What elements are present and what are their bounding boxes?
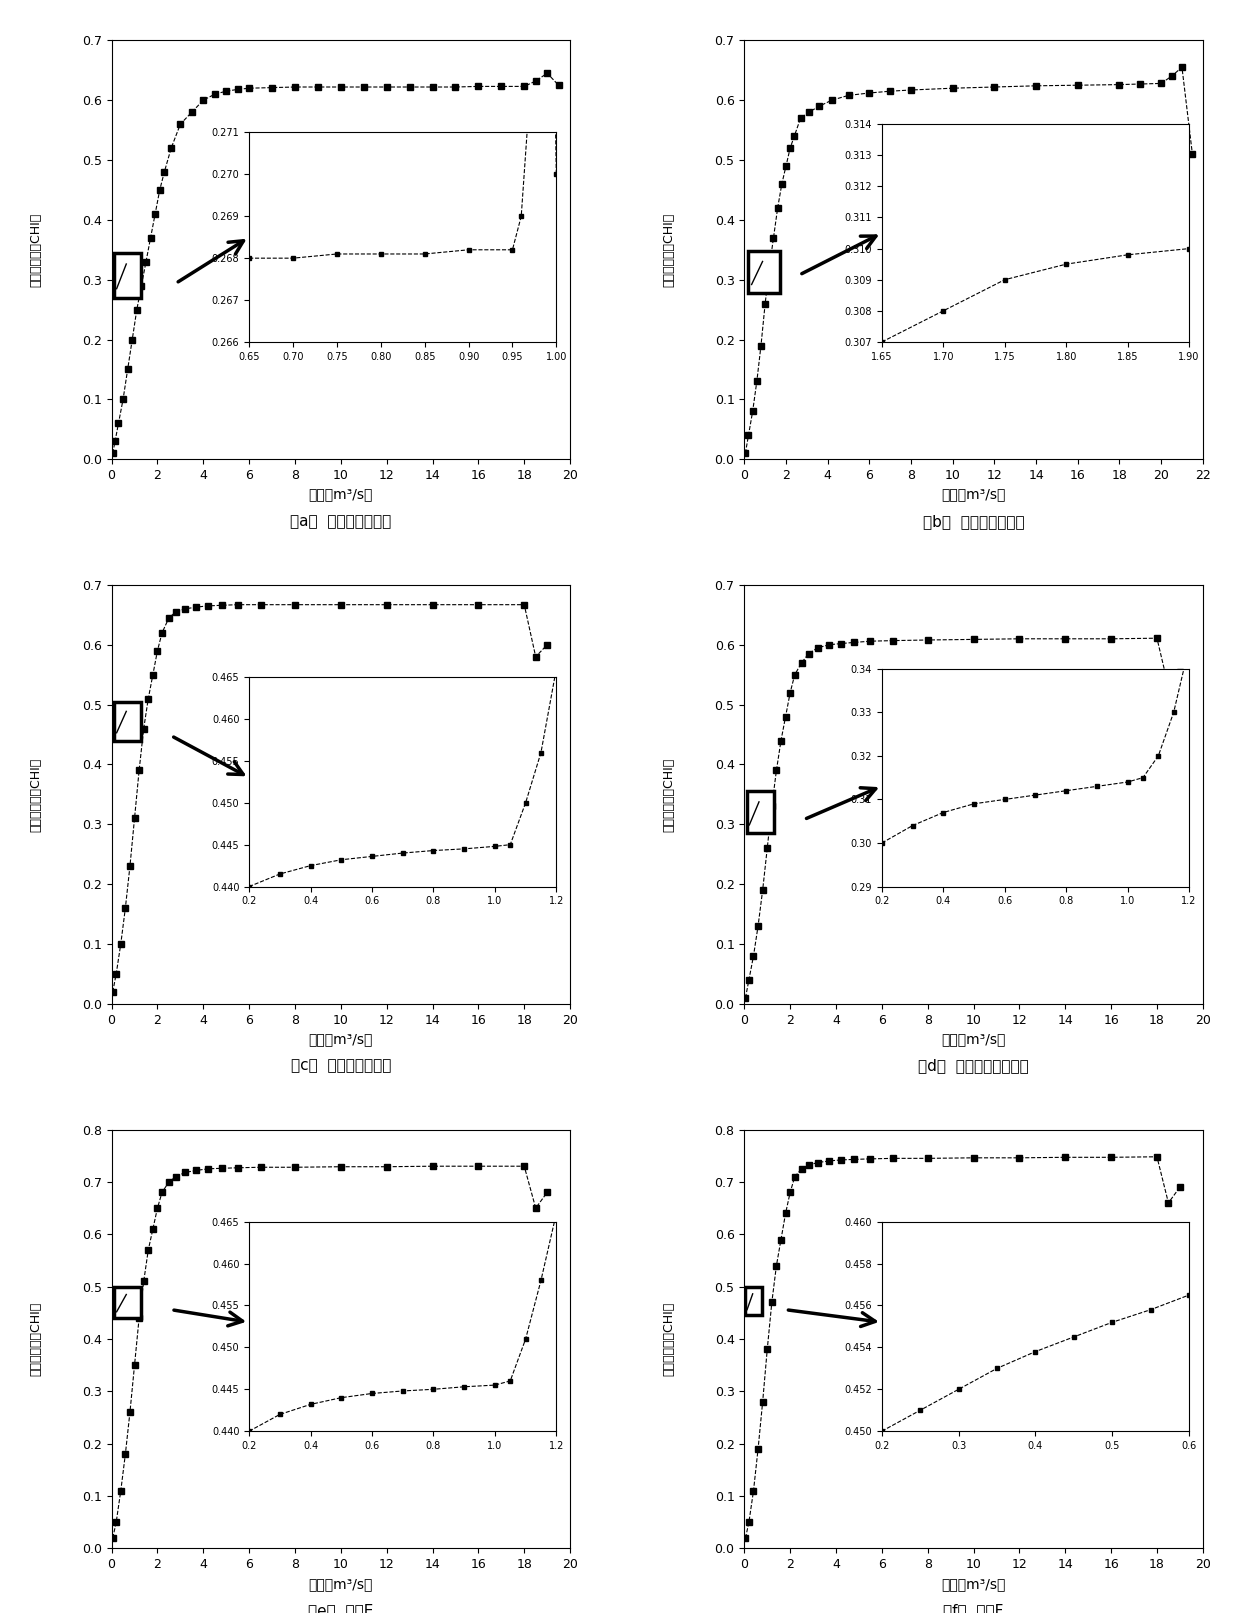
Bar [749,252,780,294]
Y-axis label: 河流健康状况CHI値: 河流健康状况CHI値 [30,756,43,832]
Y-axis label: 河流健康状况CHI値: 河流健康状况CHI値 [662,213,676,287]
Y-axis label: 河流健康状况CHI値: 河流健康状况CHI値 [662,756,676,832]
X-axis label: 流量（m³/s）: 流量（m³/s） [941,1578,1006,1590]
Y-axis label: 河流健康状况CHI値: 河流健康状况CHI値 [30,213,43,287]
Text: （e）  某河E: （e） 某河E [309,1603,373,1613]
X-axis label: 流量（m³/s）: 流量（m³/s） [309,487,373,502]
Text: （c）  石梁河三张闸段: （c） 石梁河三张闸段 [290,1058,391,1073]
Text: （d）  清泥河南外环桥段: （d） 清泥河南外环桥段 [918,1058,1029,1073]
X-axis label: 流量（m³/s）: 流量（m³/s） [941,487,1006,502]
Text: （b）  清溪河高村桥段: （b） 清溪河高村桥段 [923,513,1024,529]
X-axis label: 流量（m³/s）: 流量（m³/s） [941,1032,1006,1047]
Bar [114,702,141,740]
X-axis label: 流量（m³/s）: 流量（m³/s） [309,1578,373,1590]
Bar [746,792,774,834]
Text: （a）  清溪河禄马桥段: （a） 清溪河禄马桥段 [290,513,392,529]
Y-axis label: 河流健康状况CHI値: 河流健康状况CHI値 [662,1302,676,1376]
Bar [745,1287,761,1316]
X-axis label: 流量（m³/s）: 流量（m³/s） [309,1032,373,1047]
Text: （f）  某河F: （f） 某河F [944,1603,1003,1613]
Bar [114,253,141,298]
Bar [114,1287,141,1318]
Y-axis label: 河流健康状况CHI値: 河流健康状况CHI値 [30,1302,43,1376]
